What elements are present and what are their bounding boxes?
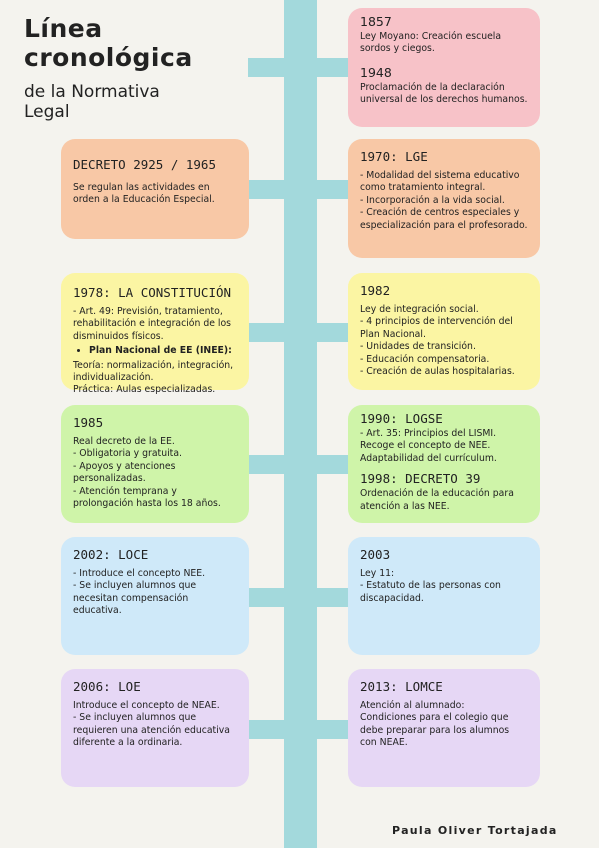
card-title: 1985 xyxy=(73,415,104,430)
card-year: 1948 xyxy=(360,64,392,80)
card-line: - Educación compensatoria. xyxy=(360,353,490,365)
card-line: Ley 11: xyxy=(360,568,395,579)
card-title: 1978: LA CONSTITUCIÓN xyxy=(73,285,232,300)
card-2006-loe: 2006: LOE Introduce el concepto de NEAE.… xyxy=(61,669,249,787)
card-bullet: Plan Nacional de EE (INEE): xyxy=(89,345,237,357)
card-decreto-1965: DECRETO 2925 / 1965 Se regulan las activ… xyxy=(61,139,249,239)
card-title: 1970: LGE xyxy=(360,149,428,164)
page-title: Línea cronológica xyxy=(24,14,193,72)
title-line: cronológica xyxy=(24,43,193,72)
title-line: Línea xyxy=(24,14,103,43)
card-line: - Incorporación a la vida social. xyxy=(360,194,505,206)
timeline-connector xyxy=(248,588,348,607)
card-line: - Unidades de transición. xyxy=(360,341,476,353)
card-1970-lge: 1970: LGE - Modalidad del sistema educat… xyxy=(348,139,540,258)
card-line: - 4 principios de intervención del Plan … xyxy=(360,316,513,340)
card-year: 1857 xyxy=(360,14,392,29)
card-line: Ley de integración social. xyxy=(360,304,479,315)
timeline-connector xyxy=(248,455,348,474)
subtitle-line: de la Normativa xyxy=(24,82,160,102)
card-2002-loce: 2002: LOCE - Introduce el concepto NEE. … xyxy=(61,537,249,655)
card-line: Adaptabilidad del currículum. xyxy=(360,452,497,464)
card-line: - Modalidad del sistema educativo como t… xyxy=(360,170,520,194)
card-2003: 2003 Ley 11: - Estatuto de las personas … xyxy=(348,537,540,655)
card-line: Recoge el concepto de NEE. xyxy=(360,440,491,452)
timeline-connector xyxy=(248,323,348,342)
card-line: - Art. 35: Principios del LISMI. xyxy=(360,428,497,439)
card-title: 1990: LOGSE xyxy=(360,411,443,426)
card-2013-lomce: 2013: LOMCE Atención al alumnado: Condic… xyxy=(348,669,540,787)
card-1857-1948: 1857 Ley Moyano: Creación escuela sordos… xyxy=(348,8,540,127)
card-text: Se regulan las actividades en orden a la… xyxy=(73,182,215,206)
card-1978-constitucion: 1978: LA CONSTITUCIÓN - Art. 49: Previsi… xyxy=(61,273,249,395)
page-subtitle: de la Normativa Legal xyxy=(24,82,160,122)
card-line: Atención al alumnado: xyxy=(360,700,465,711)
card-title: 2013: LOMCE xyxy=(360,679,443,694)
card-line: - Art. 49: Previsión, tratamiento, rehab… xyxy=(73,306,232,342)
card-text: Ley Moyano: Creación escuela sordos y ci… xyxy=(360,31,502,55)
card-line: Práctica: Aulas especializadas. xyxy=(73,384,216,396)
timeline-spine xyxy=(284,0,317,848)
timeline-connector xyxy=(248,58,348,77)
card-1990-1998: 1990: LOGSE - Art. 35: Principios del LI… xyxy=(348,405,540,523)
card-title: 1998: DECRETO 39 xyxy=(360,471,481,487)
card-line: - Apoyos y atenciones personalizadas. xyxy=(73,460,176,485)
card-line: Condiciones para el colegio que debe pre… xyxy=(360,712,510,749)
card-title: 1982 xyxy=(360,283,391,298)
card-line: Real decreto de la EE. xyxy=(73,436,175,447)
author-name: Paula Oliver Tortajada xyxy=(392,824,558,837)
card-1982: 1982 Ley de integración social. - 4 prin… xyxy=(348,273,540,390)
card-title: 2002: LOCE xyxy=(73,547,149,562)
card-text: Proclamación de la declaración universal… xyxy=(360,81,528,106)
card-line: - Creación de centros especiales y espec… xyxy=(360,207,528,231)
card-line: - Creación de aulas hospitalarias. xyxy=(360,366,515,378)
card-title: DECRETO 2925 / 1965 xyxy=(73,157,216,172)
card-line: - Se incluyen alumnos que requieren una … xyxy=(73,712,230,749)
timeline-connector xyxy=(248,720,348,739)
card-line: - Obligatoria y gratuita. xyxy=(73,448,182,460)
card-line: - Atención temprana y prolongación hasta… xyxy=(73,485,221,510)
card-line: Introduce el concepto de NEAE. xyxy=(73,700,220,711)
card-text: Ordenación de la educación para atención… xyxy=(360,488,514,512)
card-1985: 1985 Real decreto de la EE. - Obligatori… xyxy=(61,405,249,523)
card-line: - Introduce el concepto NEE. xyxy=(73,568,206,579)
card-line: Teoría: normalización, integración, indi… xyxy=(73,359,234,384)
subtitle-line: Legal xyxy=(24,102,70,122)
card-title: 2003 xyxy=(360,547,391,562)
card-title: 2006: LOE xyxy=(73,679,141,694)
timeline-connector xyxy=(248,180,348,199)
card-line: - Estatuto de las personas con discapaci… xyxy=(360,580,501,604)
card-bullet-list: Plan Nacional de EE (INEE): xyxy=(73,345,237,357)
card-line: - Se incluyen alumnos que necesitan comp… xyxy=(73,580,197,617)
